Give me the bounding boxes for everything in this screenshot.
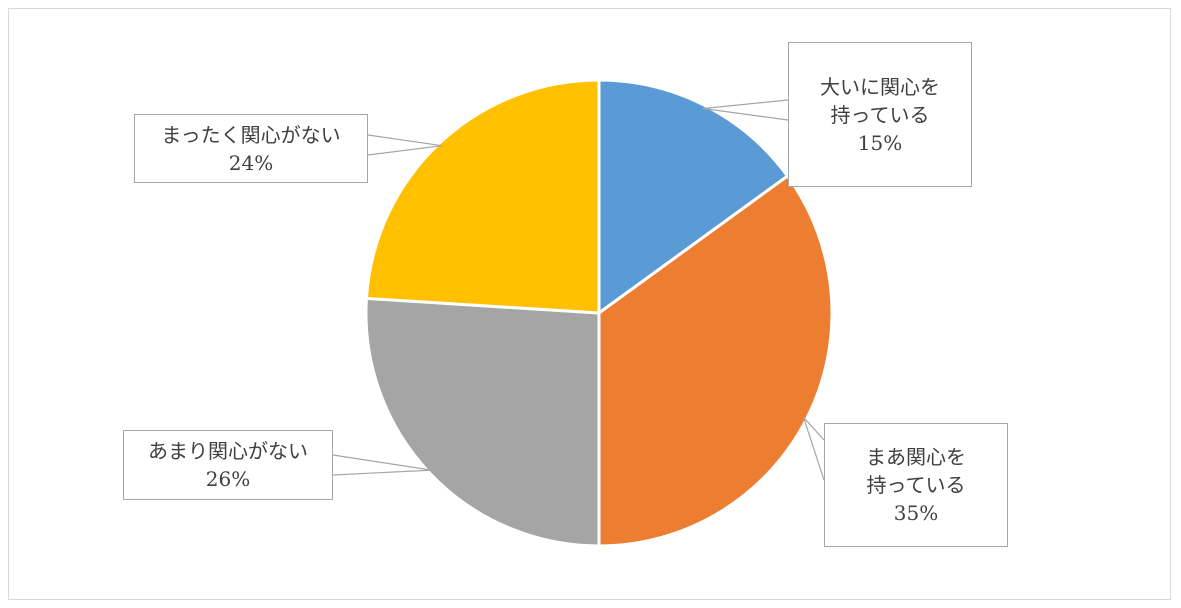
data-label-slice-2: まあ関心を 持っている 35% — [824, 423, 1008, 547]
leader-line-2 — [802, 416, 825, 481]
pie-slice-1 — [597, 78, 790, 315]
leader-line-3 — [332, 454, 432, 476]
percent-label: 35% — [893, 501, 939, 525]
label-line: まあ関心を — [866, 445, 966, 469]
data-label-slice-4: まったく関心がない 24% — [134, 114, 368, 183]
data-label-slice-3: あまり関心がない 26% — [123, 430, 333, 500]
pie-slice-3 — [364, 296, 601, 548]
percent-label: 24% — [228, 150, 274, 175]
label-line: 大いに関心を — [820, 74, 940, 99]
percent-label: 15% — [857, 130, 903, 155]
label-line: 持っている — [830, 102, 930, 127]
leader-line-4 — [367, 134, 442, 156]
pie-slice-4 — [364, 78, 601, 315]
leader-lines-layer — [332, 99, 825, 481]
percent-label: 26% — [205, 467, 251, 491]
leader-line-1 — [703, 99, 789, 121]
pie-slice-2 — [597, 174, 834, 548]
slices-layer — [364, 78, 834, 548]
label-line: 持っている — [866, 473, 966, 497]
label-line: あまり関心がない — [148, 439, 308, 463]
data-label-slice-1: 大いに関心を 持っている 15% — [788, 42, 972, 187]
label-line: まったく関心がない — [161, 122, 341, 147]
